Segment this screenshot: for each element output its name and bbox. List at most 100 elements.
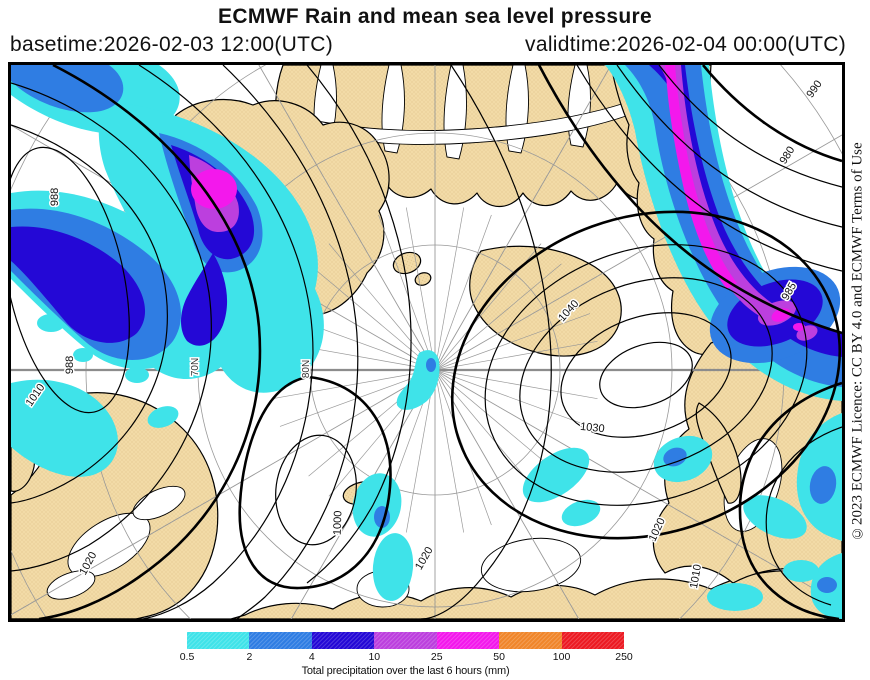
isobar-988	[11, 146, 130, 414]
legend-swatch-10-25	[374, 632, 437, 649]
isobar-1015	[420, 65, 552, 619]
meridian-line	[434, 369, 562, 477]
gulf	[132, 485, 186, 521]
meridian-line	[434, 214, 492, 371]
legend-tick: 100	[552, 651, 571, 663]
meridian-line	[328, 243, 436, 371]
legend-tick: 4	[308, 651, 315, 663]
legend-tick: 25	[430, 651, 443, 663]
isobar-1035	[560, 312, 732, 438]
map-canvas: 988 988 1010 1020 1000 1030 1040 990 980…	[8, 62, 845, 622]
isobar-1004	[138, 65, 314, 619]
legend-ticks: 0.5 2 4 10 25 50 100 250	[180, 651, 633, 664]
contour-label: 1030	[580, 421, 606, 435]
pressure-contours	[11, 65, 842, 619]
latitude-label-70n: 70N	[190, 358, 201, 376]
rain-area	[809, 466, 837, 504]
contour-label: 1000	[332, 510, 345, 535]
isobar-996	[11, 82, 212, 572]
meridian-line	[434, 263, 562, 371]
rain-area	[665, 65, 737, 289]
meridian-line	[405, 207, 436, 371]
rain-area	[11, 379, 118, 477]
validtime-label: validtime:2026-02-04 00:00(UTC)	[525, 33, 846, 56]
meridian-line	[434, 207, 465, 371]
rain-area	[817, 577, 837, 593]
land-svalbard	[392, 251, 422, 275]
rain-area-storm-core	[191, 169, 237, 209]
meridian-line	[434, 369, 465, 533]
legend-tick: 250	[615, 651, 633, 663]
rain-area	[663, 447, 687, 467]
arctic-weather-map: 988 988 1010 1020 1000 1030 1040 990 980…	[11, 65, 842, 619]
contour-label: 988	[49, 188, 61, 206]
legend-swatch-100-250	[561, 632, 624, 649]
meridian-line	[434, 369, 598, 400]
legend-tick: 2	[246, 651, 253, 663]
page-title: ECMWF Rain and mean sea level pressure	[218, 5, 652, 28]
isobar-1000-pacific	[537, 65, 842, 335]
meridian-line	[378, 214, 436, 371]
meridian-line	[434, 313, 591, 371]
isobar-992	[11, 124, 168, 504]
legend-swatch-50-100	[499, 632, 562, 649]
legend-colorbar	[187, 632, 624, 649]
isobar-1008	[222, 65, 359, 619]
isobar-1000-scandinavia	[238, 375, 392, 590]
isobar-siberia-thick	[738, 381, 842, 619]
rain-area	[743, 495, 807, 539]
meridian-line	[434, 340, 598, 371]
meridian-line	[308, 263, 436, 371]
isobar-995-scandinavia	[275, 434, 357, 546]
precipitation-legend: 0.5 2 4 10 25 50 100 250 Total precipita…	[180, 632, 633, 677]
land-europe-russia	[11, 570, 842, 619]
isobar-siberia-thin	[765, 426, 842, 606]
legend-swatch-2-4	[249, 632, 312, 649]
legend-caption: Total precipitation over the last 6 hour…	[301, 665, 510, 677]
legend-swatch-4-10	[311, 632, 375, 649]
isobar-995	[576, 65, 842, 272]
rain-area	[561, 499, 601, 527]
isobar-1000-thick	[38, 65, 262, 619]
meridian-line	[290, 369, 436, 619]
rain-area	[125, 367, 149, 383]
white-sea	[480, 537, 582, 593]
latitude-label-80n: 80N	[301, 360, 312, 378]
rain-extreme-areas	[191, 65, 805, 331]
land-svalbard-small	[414, 272, 432, 286]
legend-swatch-0.5-2	[187, 632, 250, 649]
isobar-1012	[306, 65, 412, 584]
rain-area	[783, 560, 819, 582]
baltic-sea	[67, 512, 151, 578]
legend-tick: 10	[368, 651, 381, 663]
rain-area	[11, 226, 146, 343]
meridian-line	[434, 369, 842, 606]
meridian-line	[434, 369, 591, 427]
rain-area	[37, 314, 65, 332]
copyright-license-text: ©2023 ECMWF Licence: CC BY 4.0 and ECMWF…	[849, 142, 866, 542]
meridian-line	[434, 369, 492, 526]
meridian-line	[258, 65, 436, 371]
contour-label: 1010	[688, 563, 704, 589]
isobar-1030	[519, 277, 773, 473]
meridian-line	[272, 369, 436, 400]
meridian-line	[11, 369, 436, 616]
meridian-line	[434, 65, 612, 371]
rain-area	[11, 65, 124, 113]
rain-area	[707, 583, 763, 611]
land-novaya-zemlya	[695, 402, 742, 504]
legend-tick: 0.5	[179, 651, 195, 663]
contour-label: 988	[64, 356, 76, 374]
legend-swatch-25-50	[436, 632, 500, 649]
time-row: basetime:2026-02-03 12:00(UTC) validtime…	[10, 33, 846, 57]
isobar-1040	[599, 341, 693, 409]
meridian-line	[434, 369, 580, 619]
rain-area	[181, 253, 228, 346]
isobar-985	[658, 65, 842, 188]
legend-tick: 50	[493, 651, 505, 663]
isobar-990	[616, 65, 842, 228]
rain-area-pole	[426, 358, 436, 372]
rain-area	[147, 406, 179, 428]
rain-area	[73, 348, 93, 362]
